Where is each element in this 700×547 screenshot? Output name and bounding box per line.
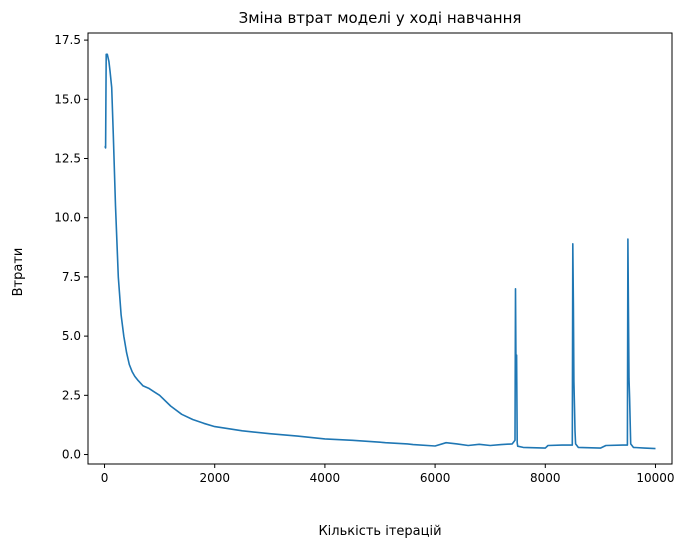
chart-title: Зміна втрат моделі у ході навчання	[239, 9, 522, 27]
x-tick-label: 10000	[636, 471, 674, 485]
y-tick-label: 0.0	[62, 448, 81, 462]
y-axis-label: Втрати	[11, 248, 26, 297]
x-tick-label: 0	[101, 471, 109, 485]
y-tick-label: 7.5	[62, 270, 81, 284]
loss-series-line	[104, 53, 656, 450]
x-axis-label: Кількість ітерацій	[318, 524, 441, 539]
x-axis-ticks: 0 2000 4000 6000 8000 10000	[101, 464, 675, 485]
y-tick-label: 17.5	[54, 33, 81, 47]
x-tick-label: 4000	[310, 471, 341, 485]
plot-frame	[87, 32, 673, 465]
y-tick-label: 10.0	[54, 211, 81, 225]
x-tick-label: 8000	[530, 471, 561, 485]
x-tick-label: 6000	[420, 471, 451, 485]
y-tick-label: 2.5	[62, 388, 81, 402]
series-group	[104, 53, 656, 450]
x-tick-label: 2000	[199, 471, 230, 485]
y-tick-label: 15.0	[54, 92, 81, 106]
y-tick-label: 5.0	[62, 329, 81, 343]
axes-frame	[87, 32, 673, 465]
y-axis-ticks: 0.0 2.5 5.0 7.5 10.0 12.5 15.0 17.5	[54, 33, 88, 462]
y-tick-label: 12.5	[54, 152, 81, 166]
